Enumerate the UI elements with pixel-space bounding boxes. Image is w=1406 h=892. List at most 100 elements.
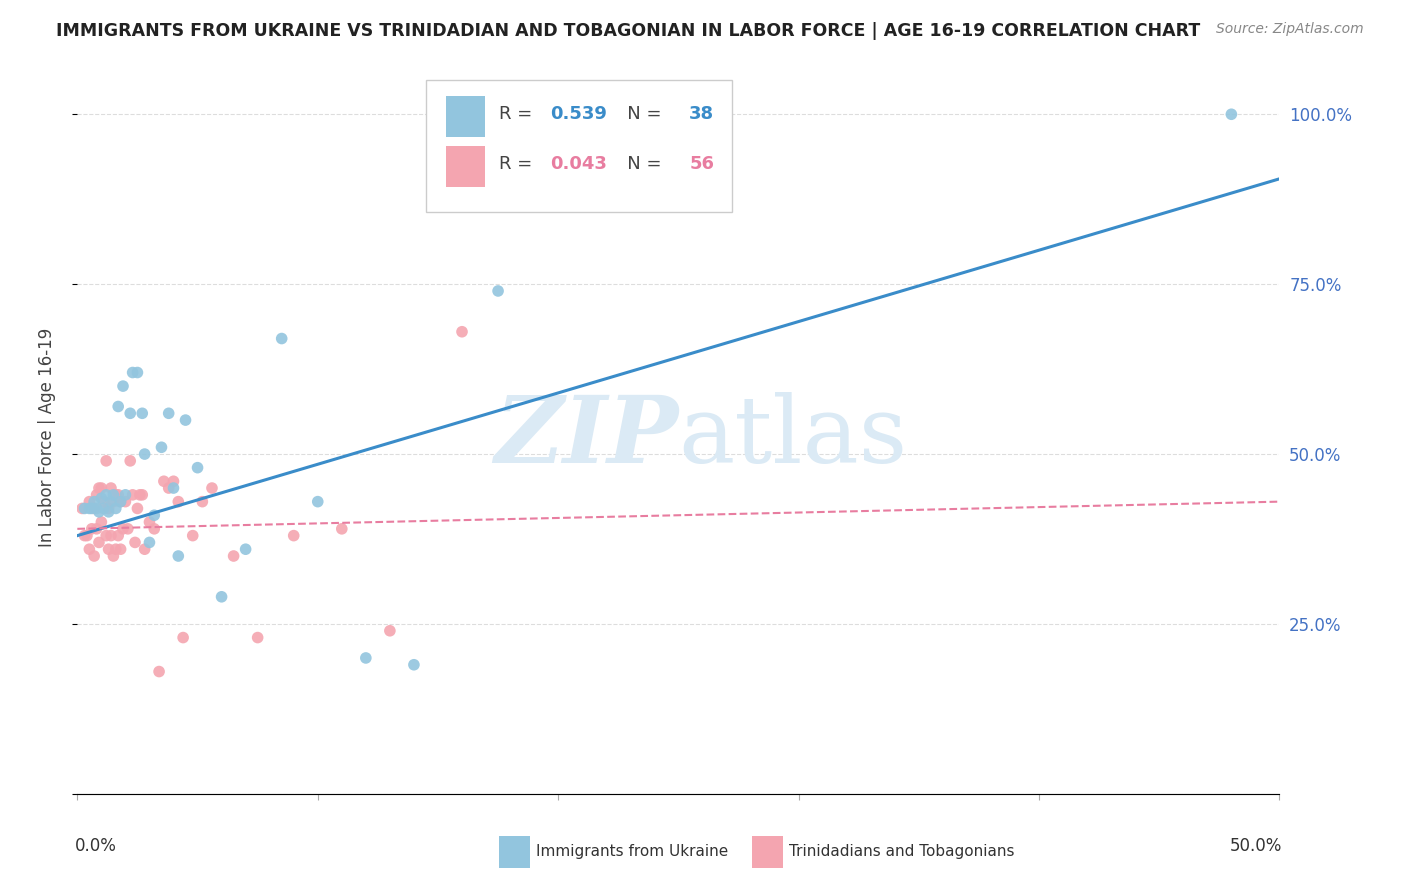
Point [96, 488, 118, 502]
Point [270, 332, 292, 346]
Text: IMMIGRANTS FROM UKRAINE VS TRINIDADIAN AND TOBAGONIAN IN LABOR FORCE | AGE 16-19: IMMIGRANTS FROM UKRAINE VS TRINIDADIAN A… [56, 22, 1201, 40]
Text: 0.043: 0.043 [550, 155, 606, 173]
Point [93, 501, 115, 516]
Text: 0.539: 0.539 [550, 105, 606, 123]
Point [73, 528, 96, 542]
Point [120, 454, 142, 468]
Point [110, 542, 132, 557]
Point [134, 447, 156, 461]
Point [104, 501, 127, 516]
Point [87, 505, 110, 519]
Point [104, 542, 127, 557]
Point [103, 488, 125, 502]
Point [157, 481, 180, 495]
Point [87, 535, 110, 549]
Point [201, 481, 224, 495]
Point [246, 631, 269, 645]
Point [100, 481, 122, 495]
Point [174, 413, 197, 427]
Point [235, 542, 257, 557]
Text: N =: N = [610, 105, 666, 123]
Point [80, 522, 103, 536]
Text: R =: R = [499, 105, 538, 123]
Point [150, 440, 173, 454]
Point [117, 522, 139, 536]
Point [83, 501, 105, 516]
Point [131, 406, 153, 420]
Point [148, 665, 170, 679]
Point [121, 488, 143, 502]
Point [172, 631, 194, 645]
Point [100, 528, 122, 542]
Point [167, 494, 190, 508]
Text: 56: 56 [689, 155, 714, 173]
Point [79, 501, 101, 516]
Point [90, 481, 112, 495]
Point [96, 454, 118, 468]
Point [114, 488, 136, 502]
Point [107, 528, 129, 542]
Text: Source: ZipAtlas.com: Source: ZipAtlas.com [1216, 22, 1364, 37]
Point [143, 508, 166, 523]
Text: R =: R = [499, 155, 538, 173]
Text: atlas: atlas [679, 392, 908, 482]
Point [110, 494, 132, 508]
Point [87, 481, 110, 495]
Point [167, 549, 190, 563]
Point [80, 501, 103, 516]
Point [127, 366, 149, 380]
Text: 50.0%: 50.0% [1229, 837, 1282, 855]
Point [211, 590, 233, 604]
Point [110, 494, 132, 508]
Point [111, 379, 134, 393]
Point [378, 624, 401, 638]
Point [100, 494, 122, 508]
Point [402, 657, 425, 672]
FancyBboxPatch shape [446, 96, 485, 137]
Point [93, 494, 115, 508]
Point [121, 366, 143, 380]
Point [107, 488, 129, 502]
Text: N =: N = [610, 155, 666, 173]
Point [181, 528, 204, 542]
Point [354, 651, 377, 665]
Point [114, 494, 136, 508]
Point [451, 325, 474, 339]
Point [131, 488, 153, 502]
Point [97, 501, 120, 516]
Point [128, 488, 150, 502]
Point [138, 515, 160, 529]
FancyBboxPatch shape [426, 80, 733, 212]
Point [70, 501, 93, 516]
Point [187, 460, 209, 475]
Point [83, 549, 105, 563]
Point [143, 522, 166, 536]
Point [79, 542, 101, 557]
Point [97, 542, 120, 557]
Point [191, 494, 214, 508]
Point [86, 501, 108, 516]
Point [79, 494, 101, 508]
Point [76, 528, 98, 542]
Point [138, 535, 160, 549]
Text: Trinidadians and Tobagonians: Trinidadians and Tobagonians [789, 845, 1014, 859]
Point [162, 481, 184, 495]
Text: 38: 38 [689, 105, 714, 123]
Text: 0.0%: 0.0% [75, 837, 117, 855]
Point [1220, 107, 1243, 121]
Point [104, 488, 127, 502]
Point [83, 494, 105, 508]
Y-axis label: In Labor Force | Age 16-19: In Labor Force | Age 16-19 [38, 327, 56, 547]
Point [86, 488, 108, 502]
FancyBboxPatch shape [446, 146, 485, 187]
Point [134, 542, 156, 557]
Point [330, 522, 353, 536]
Point [107, 400, 129, 414]
Point [222, 549, 245, 563]
Point [120, 406, 142, 420]
Point [283, 528, 305, 542]
Point [162, 475, 184, 489]
Point [86, 522, 108, 536]
Text: Immigrants from Ukraine: Immigrants from Ukraine [536, 845, 728, 859]
Point [127, 501, 149, 516]
